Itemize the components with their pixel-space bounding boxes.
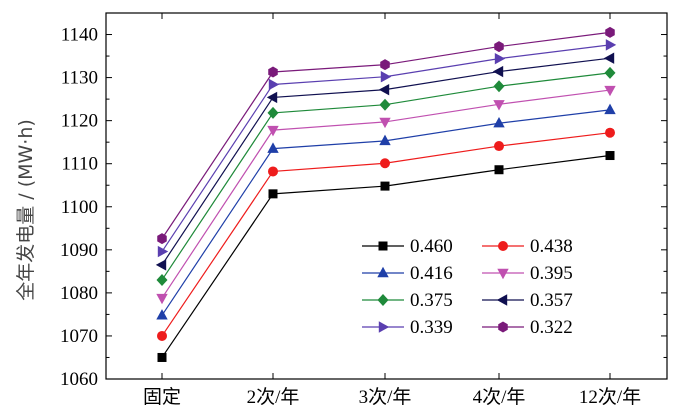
series-0.357 <box>155 52 615 271</box>
data-point <box>156 273 168 286</box>
legend-item: 0.357 <box>482 290 573 311</box>
x-tick-label: 2次/年 <box>247 386 300 408</box>
data-point <box>493 117 505 128</box>
data-point <box>380 158 390 169</box>
legend-label: 0.438 <box>530 236 573 257</box>
data-point <box>492 65 504 78</box>
data-point <box>379 134 391 146</box>
legend-item: 0.438 <box>482 236 573 257</box>
data-point <box>494 52 506 65</box>
legend-marker <box>497 268 509 280</box>
y-axis: 1060 1070 1080 1090 1100 1110 1120 1130 1140 <box>60 25 667 390</box>
legend-item: 0.322 <box>482 317 573 338</box>
series-0.416 <box>156 103 616 320</box>
legend-item: 0.416 <box>362 263 453 284</box>
series-0.322 <box>157 26 615 245</box>
data-point <box>155 259 167 271</box>
data-point <box>268 78 280 91</box>
legend-label: 0.416 <box>410 263 453 284</box>
data-point <box>605 39 617 51</box>
y-tick-label: 1110 <box>61 154 98 175</box>
series-0.339 <box>157 39 617 258</box>
y-tick-label: 1060 <box>60 369 98 390</box>
data-point <box>378 83 390 96</box>
x-axis: 固定 2次/年 3次/年 4次/年 12次/年 <box>143 13 641 408</box>
data-point <box>267 106 279 119</box>
data-point <box>156 309 168 320</box>
data-point <box>268 189 278 199</box>
series-0.438 <box>157 127 615 341</box>
data-point <box>604 85 616 97</box>
legend-label: 0.375 <box>410 290 453 311</box>
y-axis-title: 全年发电量 / (MW·h) <box>15 119 37 301</box>
x-tick-label: 固定 <box>143 386 181 408</box>
x-tick-label: 4次/年 <box>473 386 526 408</box>
y-tick-label: 1100 <box>61 197 98 218</box>
data-point <box>603 52 615 64</box>
y-tick-label: 1130 <box>61 68 98 89</box>
data-point <box>157 352 167 362</box>
data-point <box>380 59 390 71</box>
legend-marker <box>377 266 389 278</box>
legend-label: 0.322 <box>530 317 573 338</box>
data-point <box>604 66 616 79</box>
data-point <box>379 117 391 129</box>
x-tick-label: 12次/年 <box>579 386 641 408</box>
plot-area <box>105 12 668 380</box>
legend-item: 0.395 <box>482 263 573 284</box>
legend-label: 0.357 <box>530 290 573 311</box>
data-point <box>267 142 279 153</box>
legend: 0.460 0.438 0.416 0.395 0.375 0.357 0.339 0.322 <box>362 236 573 338</box>
x-tick-label: 3次/年 <box>359 386 412 408</box>
data-point <box>268 166 278 177</box>
data-point <box>267 125 279 137</box>
y-tick-label: 1070 <box>60 326 98 347</box>
legend-item: 0.339 <box>362 317 453 338</box>
legend-marker <box>496 294 508 306</box>
y-tick-label: 1120 <box>61 111 98 132</box>
data-point <box>156 293 168 305</box>
data-point <box>380 71 392 83</box>
data-point <box>604 103 616 115</box>
data-point <box>266 91 278 104</box>
legend-marker <box>377 294 389 306</box>
data-point <box>268 66 278 78</box>
data-point <box>494 165 504 175</box>
data-point <box>157 245 169 258</box>
data-point <box>380 181 390 191</box>
data-point <box>379 98 391 111</box>
data-point <box>494 41 504 53</box>
data-point <box>493 80 505 93</box>
legend-label: 0.395 <box>530 263 573 284</box>
legend-marker <box>498 241 508 251</box>
series-layer <box>155 26 617 362</box>
data-point <box>605 26 615 38</box>
y-tick-label: 1140 <box>61 25 98 46</box>
data-point <box>494 141 504 152</box>
series-0.375 <box>156 66 616 286</box>
legend-label: 0.460 <box>410 236 453 257</box>
legend-marker <box>378 321 390 333</box>
series-0.395 <box>156 85 616 305</box>
data-point <box>493 100 505 111</box>
data-point <box>605 151 615 161</box>
y-tick-label: 1090 <box>60 240 98 261</box>
legend-label: 0.339 <box>410 317 453 338</box>
legend-item: 0.375 <box>362 290 453 311</box>
data-point <box>605 127 615 138</box>
series-0.460 <box>157 151 615 362</box>
y-tick-label: 1080 <box>60 283 98 304</box>
legend-marker <box>378 241 388 251</box>
legend-marker <box>498 321 508 333</box>
data-point <box>157 330 167 341</box>
plot-frame <box>105 12 668 380</box>
data-point <box>157 233 167 245</box>
legend-item: 0.460 <box>362 236 453 257</box>
